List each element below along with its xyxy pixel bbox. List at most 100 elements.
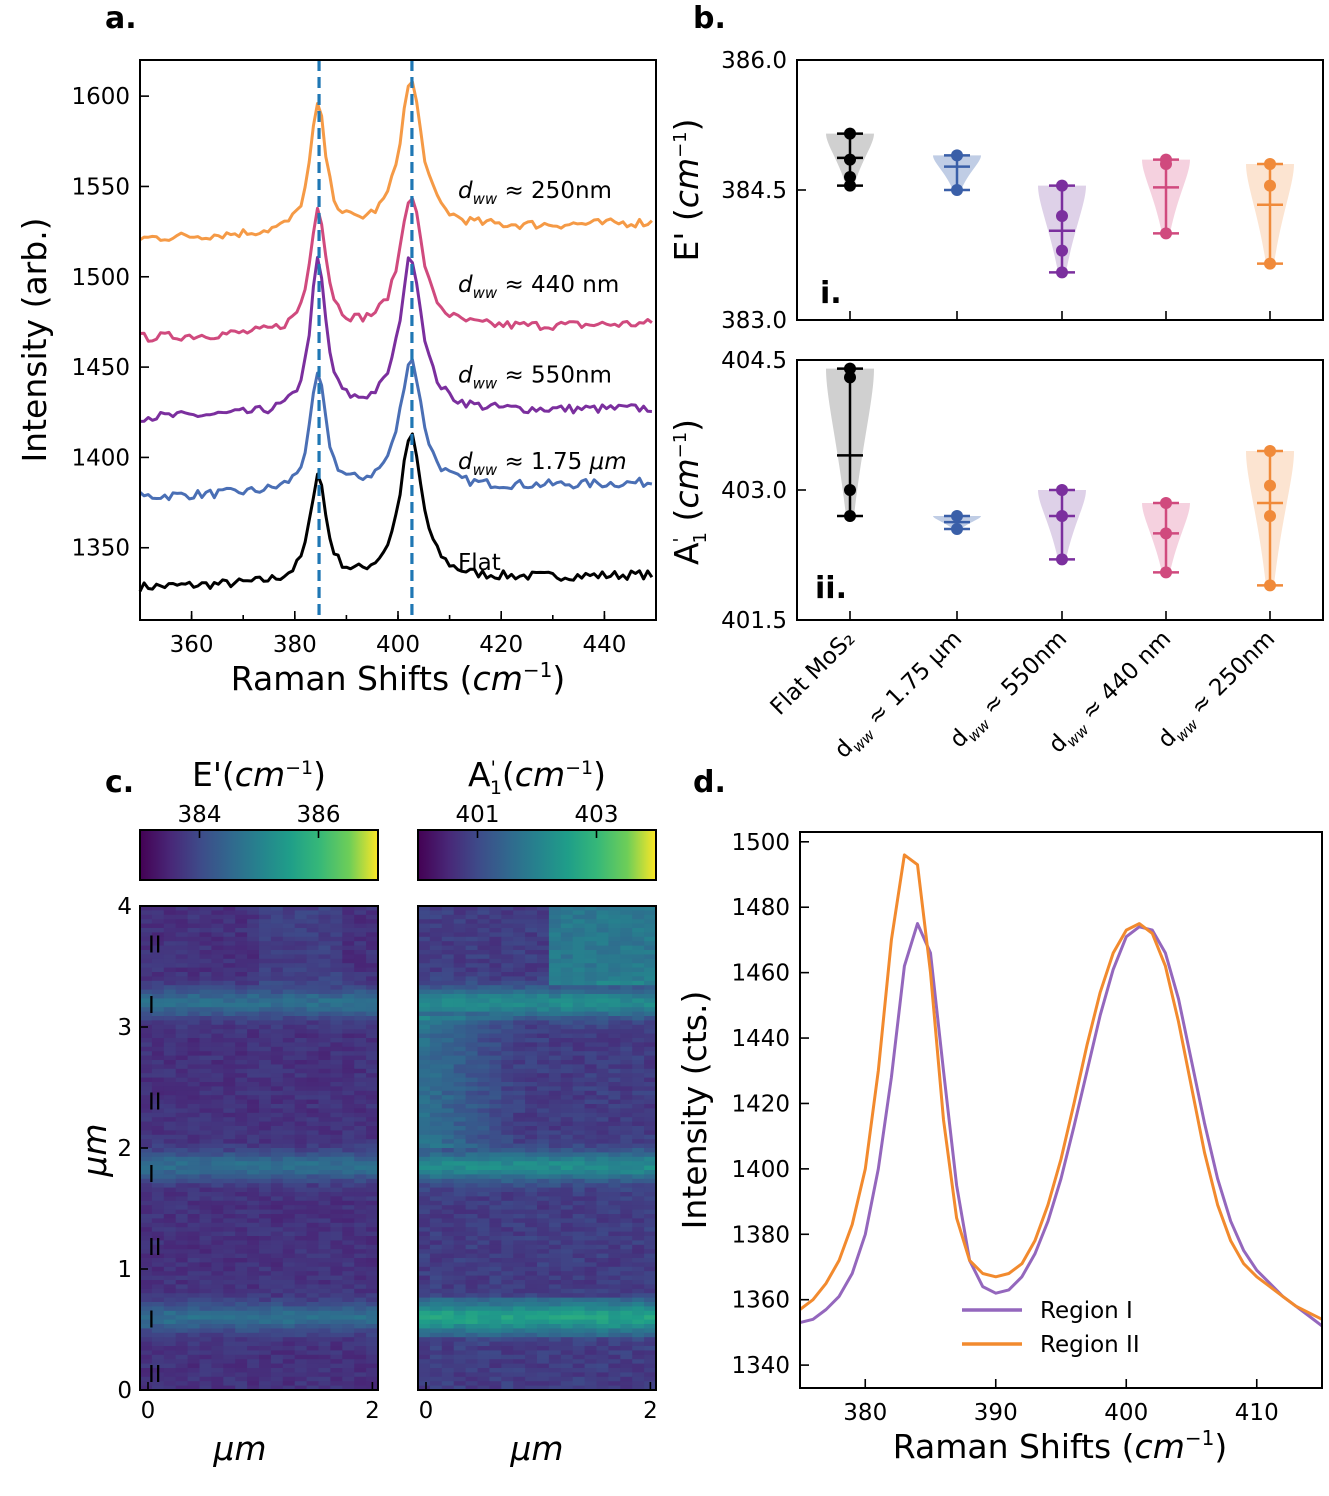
heatmap-cell [187,994,200,999]
heatmap-cell [187,1271,200,1276]
panel-a-ytick-label-5: 1600 [71,84,130,110]
heatmap-cell [151,1060,165,1065]
heatmap-cell [235,994,248,999]
heatmap-cell [548,1077,562,1083]
heatmap-cell [608,1310,621,1316]
heatmap-cell [465,1354,478,1360]
heatmap-cell [259,994,272,999]
heatmap-cell [330,998,343,1004]
heatmap-cell [223,1337,236,1342]
heatmap-cell [175,1209,188,1215]
heatmap-cell [596,1280,609,1285]
heatmap-cell [199,1121,212,1127]
heatmap-cell [525,1086,538,1092]
heatmap-cell [560,1372,574,1378]
heatmap-cell [342,1007,355,1012]
violin-point-i-2-3 [1056,266,1068,279]
heatmap-cell [163,1253,177,1259]
heatmap-cell [418,1077,431,1083]
heatmap-cell [608,910,621,916]
heatmap-cell [632,1350,645,1356]
heatmap-cell [632,1293,645,1298]
heatmap-cell [318,1156,331,1162]
heatmap-cell [525,1007,538,1012]
heatmap-cell [151,1121,165,1127]
heatmap-cell [294,1262,307,1268]
heatmap-cell [644,936,657,942]
heatmap-cell [548,998,562,1004]
heatmap-cell [596,1104,609,1109]
heatmap-cell [441,945,455,951]
heatmap-cell [151,906,165,911]
heatmap-cell [548,1148,562,1153]
heatmap-cell [235,1077,248,1083]
heatmap-cell [644,1130,657,1136]
heatmap-cell [632,1090,645,1096]
heatmap-cell [465,1315,478,1320]
heatmap-cell [163,1002,177,1008]
heatmap-cell [306,910,319,916]
heatmap-cell [429,1011,443,1017]
heatmap-cell [429,1038,443,1043]
heatmap-cell [354,1200,367,1206]
heatmap-cell [318,1108,331,1114]
heatmap-cell [560,1038,574,1043]
heatmap-cell [489,1174,502,1180]
heatmap-cell [489,950,502,955]
heatmap-cell [537,1218,550,1224]
heatmap-cell [187,1196,200,1202]
heatmap-cell [477,1068,490,1074]
heatmap-cell [318,1095,331,1100]
heatmap-cell [330,1324,343,1329]
heatmap-cell [354,1055,367,1061]
heatmap-cell [366,1104,379,1109]
heatmap-cell [465,976,478,982]
panel-c-maps: E'(cm−1) 384 386 A' 1(cm−1) 401 403 0 2 0 2012… [75,755,658,1468]
heatmap-cell [632,1170,645,1175]
heatmap-cell [270,1293,284,1298]
violin-point-i-3-2 [1160,227,1172,240]
heatmap-cell [163,1174,177,1180]
heatmap-cell [501,1178,514,1184]
heatmap-cell [632,1275,645,1281]
heatmap-cell [418,958,431,964]
heatmap-cell [584,936,597,942]
heatmap-cell [632,932,645,938]
heatmap-cell [489,1319,502,1325]
heatmap-cell [548,1082,562,1087]
heatmap-cell [354,1165,367,1171]
colorbar-right-ticks: 401 403 [456,802,618,838]
heatmap-cell [366,1161,379,1166]
heatmap-cell [247,1055,260,1061]
heatmap-cell [163,1130,177,1136]
heatmap-cell [247,1108,260,1114]
heatmap-cell [294,928,307,933]
heatmap-cell [477,1064,490,1070]
heatmap-cell [235,1148,248,1153]
heatmap-cell [342,1099,355,1105]
heatmap-cell [247,1174,260,1180]
heatmap-cell [140,1244,153,1250]
heatmap-cell [513,945,526,951]
heatmap-cell [453,936,466,942]
heatmap-cell [489,1051,502,1056]
heatmap-cell [429,1218,443,1224]
heatmap-cell [163,1324,177,1329]
heatmap-cell [199,1033,212,1039]
heatmap-cell [632,1227,645,1232]
heatmap-cell [501,1324,514,1329]
heatmap-cell [418,941,431,946]
heatmap-cell [306,936,319,942]
heatmap-cell [354,1156,367,1162]
heatmap-cell [259,1161,272,1166]
heatmap-cell [259,1187,272,1193]
heatmap-cell [187,928,200,933]
heatmap-cell [620,1007,633,1012]
heatmap-cell [608,1024,621,1030]
heatmap-cell [525,1152,538,1158]
heatmap-cell [584,1310,597,1316]
heatmap-cell [608,1227,621,1232]
heatmap-cell [282,1284,296,1290]
heatmap-cell [259,1192,272,1197]
heatmap-cell [620,1341,633,1347]
